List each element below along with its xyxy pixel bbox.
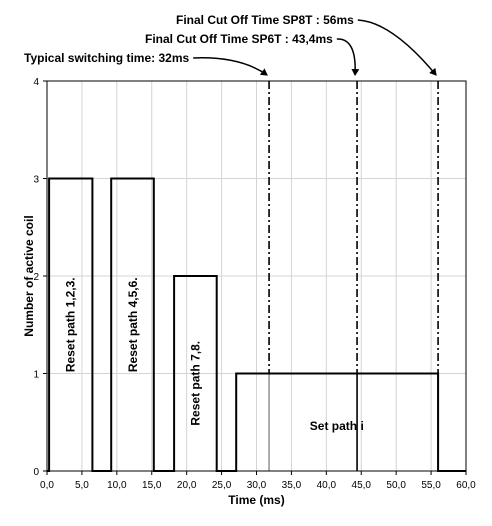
x-tick-label: 55,0 — [421, 480, 441, 491]
x-tick-label: 15,0 — [142, 480, 162, 491]
x-tick-label: 20,0 — [177, 480, 197, 491]
y-axis-ticks: 0 1 2 3 4 — [33, 77, 47, 478]
y-tick-label: 2 — [33, 272, 39, 283]
x-tick-label: 45,0 — [352, 480, 372, 491]
x-tick-label: 10,0 — [107, 480, 127, 491]
x-axis-ticks: 0,0 5,0 10,0 15,0 20,0 25,0 30,0 35,0 40,0 45,0 50… — [40, 471, 476, 491]
x-tick-label: 60,0 — [456, 480, 476, 491]
annotation-arrow — [193, 57, 268, 76]
series-line — [47, 177, 466, 472]
reset-path-label: Reset path 1,2,3. — [64, 277, 78, 372]
y-tick-label: 0 — [33, 467, 39, 478]
x-tick-label: 5,0 — [75, 480, 89, 491]
x-tick-label: 25,0 — [212, 480, 232, 491]
region-labels: Reset path 1,2,3. Reset path 4,5,6. Reset … — [64, 277, 364, 433]
series-layer — [47, 177, 466, 472]
annotation-arrow — [357, 19, 437, 76]
annotation-text: Final Cut Off Time SP8T : 56ms — [176, 13, 354, 27]
y-tick-label: 1 — [33, 370, 39, 381]
x-tick-label: 50,0 — [386, 480, 406, 491]
x-axis-title: Time (ms) — [228, 493, 284, 507]
annotation-arrow — [336, 38, 360, 76]
y-axis-title: Number of active coil — [22, 215, 36, 336]
set-path-label: Set path i — [310, 419, 364, 433]
y-tick-label: 3 — [33, 175, 39, 186]
annotation-text: Final Cut Off Time SP6T : 43,4ms — [145, 32, 333, 46]
grid — [47, 81, 466, 471]
x-tick-label: 0,0 — [40, 480, 54, 491]
annotation-text: Typical switching time: 32ms — [24, 51, 189, 65]
marker-lines — [268, 81, 439, 471]
annotations: Final Cut Off Time SP8T : 56ms Final Cut … — [24, 13, 437, 76]
x-tick-label: 40,0 — [317, 480, 337, 491]
reset-path-label: Reset path 7,8. — [189, 341, 203, 426]
x-tick-label: 30,0 — [247, 480, 267, 491]
y-tick-label: 4 — [33, 77, 39, 88]
reset-path-label: Reset path 4,5,6. — [126, 277, 140, 372]
x-tick-label: 35,0 — [282, 480, 302, 491]
